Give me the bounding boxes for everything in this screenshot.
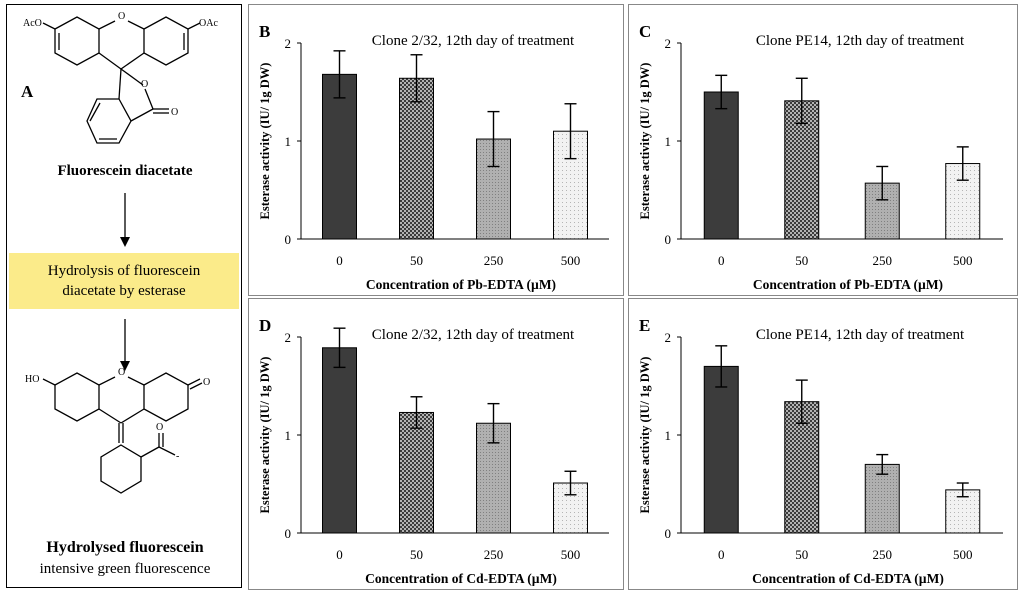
x-tick-label: 0 [336,547,343,562]
x-tick-label: 250 [873,547,893,562]
substrate-name: Fluorescein diacetate [57,163,193,179]
fluorescein-diacetate-structure: AcO OAc O O O HO O O O - A [21,11,218,494]
substrate-carbonyl-oxygen: O [171,107,178,118]
y-tick-label: 2 [665,330,672,345]
substrate-right-group: OAc [199,18,218,29]
y-tick-label: 0 [285,526,292,541]
y-tick-label: 1 [285,428,292,443]
x-tick-label: 0 [718,547,725,562]
chart-e-svg: 0 1 2 0 50 250 500 E Clone PE14, 12th day of tre… [638,316,1003,586]
panel-letter: B [259,22,270,41]
y-tick-label: 0 [285,232,292,247]
x-tick-label: 50 [795,253,808,268]
product-left-group: HO [25,374,39,385]
bar [703,365,739,534]
chart-plot-area: 0 1 2 0 50 250 500 [285,327,609,562]
panel-a-reaction-scheme: AcO OAc O O O HO O O O - A Fluorescein d… [6,4,242,588]
bar [399,77,434,240]
y-tick-label: 2 [665,36,672,51]
x-tick-label: 500 [953,253,973,268]
y-axis-label: Esterase activity (IU/ 1g DW) [258,357,272,514]
chart-plot-area: 0 1 2 0 50 250 500 [665,330,1003,562]
y-tick-label: 1 [665,428,672,443]
chart-panel-e: 0 1 2 0 50 250 500 E Clone PE14, 12th day of tre… [628,298,1018,590]
y-axis-label: Esterase activity (IU/ 1g DW) [638,63,652,220]
product-carboxylate-minus: - [176,451,179,462]
product-name: Hydrolysed fluorescein [46,539,204,556]
bar [864,463,900,534]
reaction-text-line-2: diacetate by esterase [62,283,186,299]
x-axis-label: Concentration of Pb-EDTA (µM) [366,277,556,292]
panel-letter: D [259,316,271,335]
bar [784,401,820,534]
substrate-lactone-oxygen: O [141,79,148,90]
x-axis-label: Concentration of Pb-EDTA (µM) [753,277,943,292]
substrate-ring-oxygen: O [118,11,125,22]
x-axis-label: Concentration of Cd-EDTA (µM) [365,571,557,586]
y-tick-label: 1 [285,134,292,149]
x-tick-label: 250 [873,253,893,268]
panel-letter: C [639,22,651,41]
chart-title: Clone PE14, 12th day of treatment [756,327,965,343]
bar [703,91,739,240]
chart-c-svg: 0 1 2 0 50 250 500 C Clone PE14, 12th day of tre… [638,22,1003,292]
x-tick-label: 50 [410,253,423,268]
chart-title: Clone PE14, 12th day of treatment [756,33,965,49]
chart-panel-d: 0 1 2 0 50 250 500 D Clone 2/32, 12th day of tre… [248,298,624,590]
chart-d-svg: 0 1 2 0 50 250 500 D Clone 2/32, 12th day of tre… [258,316,609,586]
chart-plot-area: 0 1 2 0 50 250 500 [285,36,609,268]
chart-panel-b: 0 1 2 0 50 250 500 B Clone 2/32, 12th day of tre… [248,4,624,296]
product-keto-oxygen: O [203,377,210,388]
x-tick-label: 0 [718,253,725,268]
product-carboxylate-oxygen: O [156,422,163,433]
y-tick-label: 2 [285,330,292,345]
substrate-left-group: AcO [23,18,42,29]
chart-plot-area: 0 1 2 0 50 250 500 [665,36,1003,268]
product-subtitle: intensive green fluorescence [39,561,211,577]
y-axis-label: Esterase activity (IU/ 1g DW) [638,357,652,514]
chart-title: Clone 2/32, 12th day of treatment [372,327,575,343]
x-tick-label: 50 [795,547,808,562]
reaction-highlight-box: Hydrolysis of fluorescein diacetate by e… [9,253,239,309]
reaction-text-line-1: Hydrolysis of fluorescein [47,263,201,279]
chart-title: Clone 2/32, 12th day of treatment [372,33,575,49]
bar [399,411,434,534]
x-tick-label: 500 [953,547,973,562]
x-tick-label: 50 [410,547,423,562]
x-tick-label: 500 [561,547,581,562]
x-tick-label: 250 [484,253,504,268]
product-ring-oxygen: O [118,367,125,378]
x-tick-label: 0 [336,253,343,268]
panel-letter: E [639,316,650,335]
bar [322,347,357,534]
y-tick-label: 1 [665,134,672,149]
x-tick-label: 250 [484,547,504,562]
x-axis-label: Concentration of Cd-EDTA (µM) [752,571,944,586]
y-axis-label: Esterase activity (IU/ 1g DW) [258,63,272,220]
chart-panel-c: 0 1 2 0 50 250 500 C Clone PE14, 12th day of tre… [628,4,1018,296]
y-tick-label: 0 [665,232,672,247]
panel-a-letter: A [21,82,34,101]
y-tick-label: 2 [285,36,292,51]
chart-b-svg: 0 1 2 0 50 250 500 B Clone 2/32, 12th day of tre… [258,22,609,292]
bar [322,73,357,240]
x-tick-label: 500 [561,253,581,268]
y-tick-label: 0 [665,526,672,541]
